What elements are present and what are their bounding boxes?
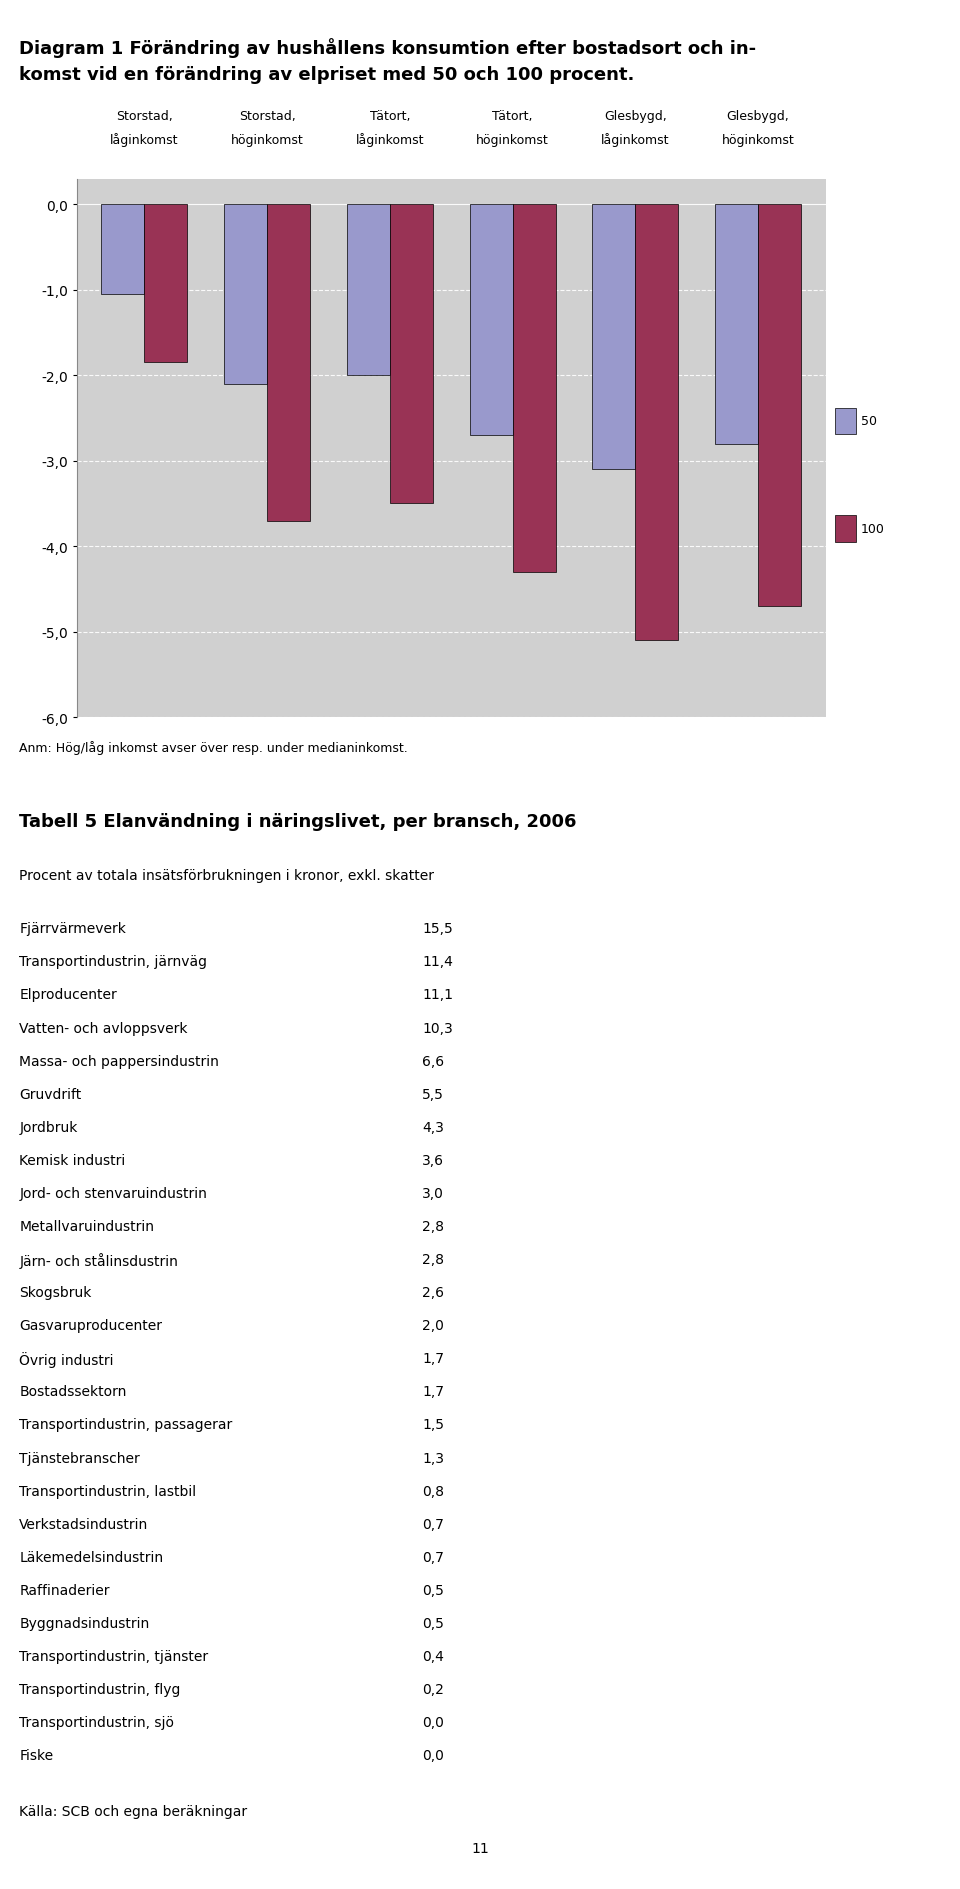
- Text: 1,3: 1,3: [422, 1451, 444, 1464]
- Text: Transportindustrin, passagerar: Transportindustrin, passagerar: [19, 1419, 232, 1432]
- Bar: [224, 206, 267, 385]
- Bar: [469, 206, 513, 436]
- Text: Transportindustrin, flyg: Transportindustrin, flyg: [19, 1683, 180, 1696]
- Text: 0,0: 0,0: [422, 1749, 444, 1762]
- Text: höginkomst: höginkomst: [722, 134, 795, 147]
- Bar: [144, 206, 187, 363]
- Bar: [636, 206, 679, 640]
- Text: Fjärrvärmeverk: Fjärrvärmeverk: [19, 922, 126, 935]
- Text: Transportindustrin, järnväg: Transportindustrin, järnväg: [19, 956, 207, 969]
- Text: 0,5: 0,5: [422, 1617, 444, 1630]
- Text: Tätort,: Tätort,: [370, 110, 410, 123]
- Text: Massa- och pappersindustrin: Massa- och pappersindustrin: [19, 1054, 219, 1067]
- Bar: [592, 206, 636, 470]
- Text: Tätort,: Tätort,: [492, 110, 533, 123]
- Text: Glesbygd,: Glesbygd,: [604, 110, 666, 123]
- Text: Järn- och stålinsdustrin: Järn- och stålinsdustrin: [19, 1252, 178, 1268]
- Text: 3,6: 3,6: [422, 1152, 444, 1167]
- Text: 10,3: 10,3: [422, 1022, 453, 1035]
- Text: 4,3: 4,3: [422, 1120, 444, 1133]
- Text: Kemisk industri: Kemisk industri: [19, 1152, 126, 1167]
- Text: Tjänstebranscher: Tjänstebranscher: [19, 1451, 140, 1464]
- Text: 6,6: 6,6: [422, 1054, 444, 1067]
- Text: 1,5: 1,5: [422, 1419, 444, 1432]
- Text: 1,7: 1,7: [422, 1385, 444, 1398]
- Text: höginkomst: höginkomst: [230, 134, 303, 147]
- Text: Övrig industri: Övrig industri: [19, 1353, 113, 1368]
- Text: Jord- och stenvaruindustrin: Jord- och stenvaruindustrin: [19, 1186, 207, 1200]
- Text: Storstad,: Storstad,: [239, 110, 296, 123]
- Text: 0,0: 0,0: [422, 1715, 444, 1728]
- Text: Metallvaruindustrin: Metallvaruindustrin: [19, 1220, 155, 1234]
- Bar: [715, 206, 758, 444]
- Text: 0,8: 0,8: [422, 1485, 444, 1498]
- Text: Gruvdrift: Gruvdrift: [19, 1088, 82, 1101]
- Text: Procent av totala insätsförbrukningen i kronor, exkl. skatter: Procent av totala insätsförbrukningen i …: [19, 869, 434, 882]
- Bar: [390, 206, 433, 504]
- Text: 2,0: 2,0: [422, 1319, 444, 1332]
- Text: 11,1: 11,1: [422, 988, 453, 1001]
- Text: Fiske: Fiske: [19, 1749, 54, 1762]
- Text: 100: 100: [861, 523, 885, 536]
- Text: Raffinaderier: Raffinaderier: [19, 1583, 109, 1596]
- Text: 3,0: 3,0: [422, 1186, 444, 1200]
- Text: 0,7: 0,7: [422, 1551, 444, 1564]
- Bar: [102, 206, 144, 295]
- Bar: [347, 206, 390, 376]
- Text: 1,7: 1,7: [422, 1353, 444, 1366]
- Text: 11: 11: [471, 1842, 489, 1855]
- Text: Bostadssektorn: Bostadssektorn: [19, 1385, 127, 1398]
- Text: Storstad,: Storstad,: [116, 110, 173, 123]
- Bar: [513, 206, 556, 572]
- Text: Vatten- och avloppsverk: Vatten- och avloppsverk: [19, 1022, 188, 1035]
- Text: 2,8: 2,8: [422, 1252, 444, 1266]
- Text: låginkomst: låginkomst: [110, 134, 179, 147]
- Text: höginkomst: höginkomst: [476, 134, 549, 147]
- Text: låginkomst: låginkomst: [601, 134, 669, 147]
- Text: 0,4: 0,4: [422, 1649, 444, 1662]
- Text: Transportindustrin, lastbil: Transportindustrin, lastbil: [19, 1485, 197, 1498]
- Text: 5,5: 5,5: [422, 1088, 444, 1101]
- Text: 50: 50: [861, 416, 877, 429]
- Text: Transportindustrin, tjänster: Transportindustrin, tjänster: [19, 1649, 208, 1662]
- Text: Transportindustrin, sjö: Transportindustrin, sjö: [19, 1715, 174, 1728]
- Text: Gasvaruproducenter: Gasvaruproducenter: [19, 1319, 162, 1332]
- Text: 2,6: 2,6: [422, 1286, 444, 1300]
- Text: Läkemedelsindustrin: Läkemedelsindustrin: [19, 1551, 163, 1564]
- Text: Verkstadsindustrin: Verkstadsindustrin: [19, 1517, 149, 1530]
- Bar: [267, 206, 310, 521]
- Text: Byggnadsindustrin: Byggnadsindustrin: [19, 1617, 150, 1630]
- Text: komst vid en förändring av elpriset med 50 och 100 procent.: komst vid en förändring av elpriset med …: [19, 66, 635, 85]
- Text: Elproducenter: Elproducenter: [19, 988, 117, 1001]
- Text: Diagram 1 Förändring av hushållens konsumtion efter bostadsort och in-: Diagram 1 Förändring av hushållens konsu…: [19, 38, 756, 59]
- Text: 15,5: 15,5: [422, 922, 453, 935]
- Bar: [758, 206, 801, 606]
- Text: Skogsbruk: Skogsbruk: [19, 1286, 91, 1300]
- Text: Källa: SCB och egna beräkningar: Källa: SCB och egna beräkningar: [19, 1804, 248, 1817]
- Text: 0,7: 0,7: [422, 1517, 444, 1530]
- Text: låginkomst: låginkomst: [355, 134, 424, 147]
- Text: 0,2: 0,2: [422, 1683, 444, 1696]
- Text: Jordbruk: Jordbruk: [19, 1120, 78, 1133]
- Text: Glesbygd,: Glesbygd,: [727, 110, 789, 123]
- Text: Anm: Hög/låg inkomst avser över resp. under medianinkomst.: Anm: Hög/låg inkomst avser över resp. un…: [19, 740, 408, 754]
- Text: Tabell 5 Elanvändning i näringslivet, per bransch, 2006: Tabell 5 Elanvändning i näringslivet, pe…: [19, 812, 577, 831]
- Text: 11,4: 11,4: [422, 956, 453, 969]
- Text: 0,5: 0,5: [422, 1583, 444, 1596]
- Text: 2,8: 2,8: [422, 1220, 444, 1234]
